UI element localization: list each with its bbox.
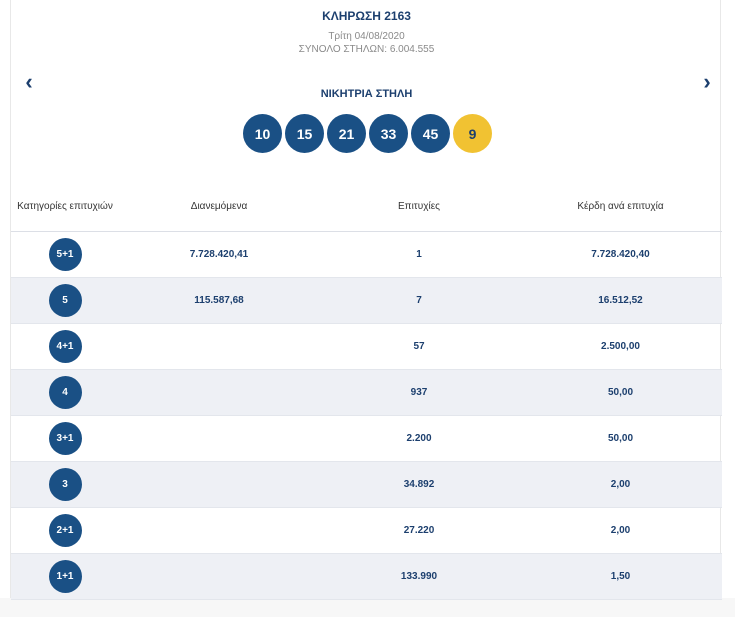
distributed-cell	[119, 507, 319, 554]
page-background	[0, 598, 735, 617]
winning-column-label: ΝΙΚΗΤΡΙΑ ΣΤΗΛΗ	[320, 88, 413, 100]
prize-cell: 50,00	[519, 369, 722, 416]
column-header-prize: Κέρδη ανά επιτυχία	[519, 183, 722, 232]
category-badge: 5+1	[48, 238, 82, 271]
prize-cell: 16.512,52	[519, 277, 722, 324]
distributed-cell: 7.728.420,41	[119, 231, 319, 278]
table-row: 4 937 50,00	[11, 369, 722, 416]
table-row: 5+1 7.728.420,41 1 7.728.420,40	[11, 231, 722, 278]
chevron-right-icon: ›	[703, 69, 711, 94]
winning-number-ball: 10	[243, 114, 282, 153]
draw-header: ΚΛΗΡΩΣΗ 2163 Τρίτη 04/08/2020 ΣΥΝΟΛΟ ΣΤΗ…	[11, 8, 722, 56]
prize-cell: 2.500,00	[519, 323, 722, 370]
category-badge: 4	[48, 376, 82, 409]
joker-number-ball: 9	[453, 114, 492, 153]
prize-cell: 7.728.420,40	[519, 231, 722, 278]
winning-number-ball: 45	[411, 114, 450, 153]
winners-cell: 34.892	[319, 461, 519, 508]
column-header-category: Κατηγορίες επιτυχιών	[11, 183, 119, 232]
table-row: 3 34.892 2,00	[11, 461, 722, 508]
chevron-left-icon: ‹	[25, 69, 33, 94]
prize-cell: 50,00	[519, 415, 722, 462]
table-header-row: Κατηγορίες επιτυχιών Διανεμόμενα Επιτυχί…	[11, 183, 722, 232]
winners-cell: 7	[319, 277, 519, 324]
winning-number-ball: 21	[327, 114, 366, 153]
table-row: 2+1 27.220 2,00	[11, 507, 722, 554]
draw-date: Τρίτη 04/08/2020	[328, 31, 405, 42]
winners-cell: 27.220	[319, 507, 519, 554]
winners-cell: 133.990	[319, 553, 519, 600]
category-badge: 1+1	[48, 560, 82, 593]
winners-cell: 937	[319, 369, 519, 416]
prize-cell: 1,50	[519, 553, 722, 600]
distributed-cell	[119, 369, 319, 416]
distributed-cell	[119, 323, 319, 370]
category-badge: 4+1	[48, 330, 82, 363]
winners-cell: 1	[319, 231, 519, 278]
previous-draw-button[interactable]: ‹	[19, 70, 39, 94]
category-badge: 3+1	[48, 422, 82, 455]
winning-numbers: 10 15 21 33 45 9	[243, 114, 492, 153]
distributed-cell	[119, 553, 319, 600]
draw-title: ΚΛΗΡΩΣΗ 2163	[322, 9, 411, 23]
column-header-winners: Επιτυχίες	[319, 183, 519, 232]
category-badge: 3	[48, 468, 82, 501]
prize-cell: 2,00	[519, 461, 722, 508]
table-row: 1+1 133.990 1,50	[11, 553, 722, 600]
column-header-distributed: Διανεμόμενα	[119, 183, 319, 232]
distributed-cell	[119, 415, 319, 462]
distributed-cell	[119, 461, 319, 508]
prize-table: Κατηγορίες επιτυχιών Διανεμόμενα Επιτυχί…	[11, 183, 722, 600]
category-badge: 2+1	[48, 514, 82, 547]
table-row: 3+1 2.200 50,00	[11, 415, 722, 462]
table-row: 5 115.587,68 7 16.512,52	[11, 277, 722, 324]
next-draw-button[interactable]: ›	[697, 70, 717, 94]
table-row: 4+1 57 2.500,00	[11, 323, 722, 370]
prize-cell: 2,00	[519, 507, 722, 554]
distributed-cell: 115.587,68	[119, 277, 319, 324]
winning-number-ball: 15	[285, 114, 324, 153]
winning-number-ball: 33	[369, 114, 408, 153]
winners-cell: 2.200	[319, 415, 519, 462]
draw-total-columns: ΣΥΝΟΛΟ ΣΤΗΛΩΝ: 6.004.555	[298, 44, 435, 55]
draw-results-card: ΚΛΗΡΩΣΗ 2163 Τρίτη 04/08/2020 ΣΥΝΟΛΟ ΣΤΗ…	[10, 0, 722, 600]
category-badge: 5	[48, 284, 82, 317]
winners-cell: 57	[319, 323, 519, 370]
